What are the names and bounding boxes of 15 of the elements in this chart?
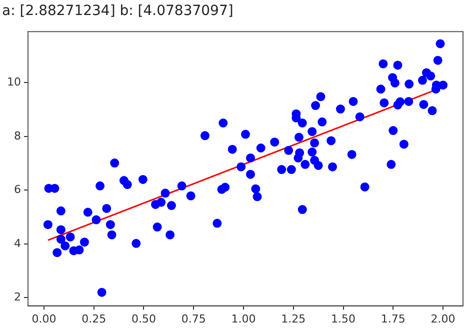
y-tick-label: 2: [14, 290, 21, 304]
x-tick-label: 1.00: [231, 312, 256, 326]
x-tick-label: 1.50: [331, 312, 356, 326]
x-tick-label: 0.00: [32, 312, 56, 326]
x-tick-label: 1.25: [281, 312, 306, 326]
chart-title: a: [2.88271234] b: [4.07837097]: [2, 3, 234, 19]
y-tick-label: 6: [14, 183, 21, 196]
x-tick-label: 2.00: [430, 312, 456, 326]
x-tick-label: 0.25: [82, 312, 106, 326]
y-tick-label: 10: [6, 76, 21, 89]
x-tick-label: 0.75: [181, 312, 206, 326]
x-tick-label: 1.75: [380, 312, 406, 326]
y-tick-label: 8: [14, 129, 21, 142]
x-tick-label: 0.50: [131, 312, 156, 326]
y-tick-label: 4: [14, 236, 21, 250]
